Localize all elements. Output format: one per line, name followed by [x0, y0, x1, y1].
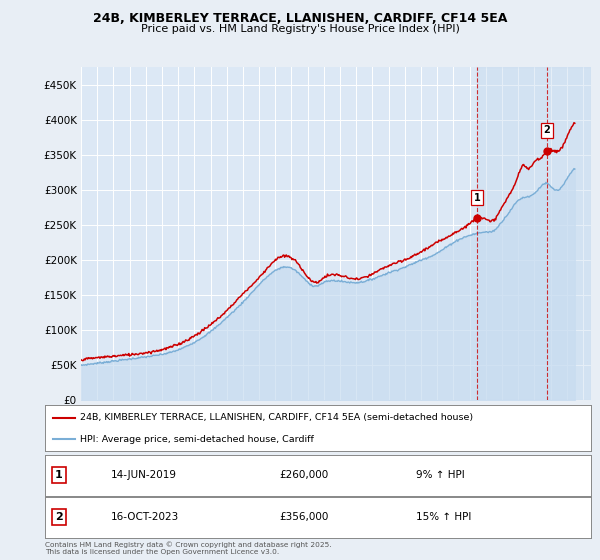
Text: Contains HM Land Registry data © Crown copyright and database right 2025.
This d: Contains HM Land Registry data © Crown c…: [45, 542, 332, 555]
Text: £260,000: £260,000: [280, 470, 329, 480]
Text: £356,000: £356,000: [280, 512, 329, 522]
Text: 1: 1: [473, 193, 480, 203]
Text: 1: 1: [55, 470, 62, 480]
Text: 24B, KIMBERLEY TERRACE, LLANISHEN, CARDIFF, CF14 5EA (semi-detached house): 24B, KIMBERLEY TERRACE, LLANISHEN, CARDI…: [80, 413, 473, 422]
Text: HPI: Average price, semi-detached house, Cardiff: HPI: Average price, semi-detached house,…: [80, 435, 314, 444]
Text: 9% ↑ HPI: 9% ↑ HPI: [416, 470, 465, 480]
Text: 2: 2: [55, 512, 62, 522]
Text: 24B, KIMBERLEY TERRACE, LLANISHEN, CARDIFF, CF14 5EA: 24B, KIMBERLEY TERRACE, LLANISHEN, CARDI…: [93, 12, 507, 25]
Text: 16-OCT-2023: 16-OCT-2023: [110, 512, 179, 522]
Text: 2: 2: [544, 125, 550, 136]
Text: 15% ↑ HPI: 15% ↑ HPI: [416, 512, 472, 522]
Text: Price paid vs. HM Land Registry's House Price Index (HPI): Price paid vs. HM Land Registry's House …: [140, 24, 460, 34]
Bar: [477, 67, 591, 400]
Text: 14-JUN-2019: 14-JUN-2019: [110, 470, 176, 480]
